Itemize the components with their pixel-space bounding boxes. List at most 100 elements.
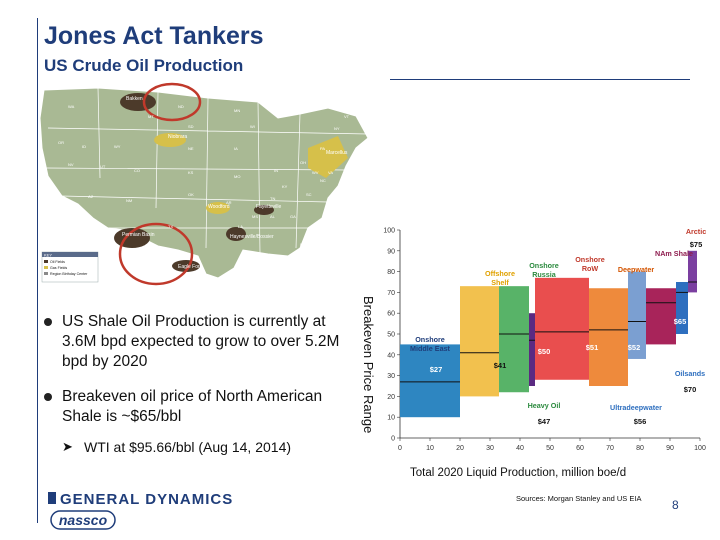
annotation-label: Heavy Oil [528,401,561,410]
breakeven-cost-curve-chart: 0 10 20 30 40 50 60 70 80 90 100 0 10 20 30 40 50 60 70 80 9… [378,220,710,465]
sub-bullet: ➤ WTI at $95.66/bbl (Aug 14, 2014) [40,438,360,456]
x-tick-label: 20 [456,445,464,452]
map-state-label: Monterey [54,206,71,211]
annotation-price: $52 [628,343,641,352]
map-state-label: OH [300,160,306,165]
eagle-ford-highlight-circle [118,222,194,286]
annotation-label: Russia [532,270,557,279]
map-field-label: Niobrara [168,134,187,140]
annotation-label: Shelf [491,278,509,287]
map-state-label: MT [148,114,154,119]
map-state-label: VT [344,114,350,119]
y-tick-label: 80 [387,269,395,276]
x-tick-label: 30 [486,445,494,452]
nassco-logo: nassco [50,510,116,530]
bullet-text: US Shale Oil Production is currently at … [62,313,340,370]
svg-text:KEY: KEY [44,252,52,257]
annotation-price: $51 [586,343,599,352]
y-tick-label: 60 [387,311,395,318]
annotation-label: NAm Shale [655,249,693,258]
map-state-label: VA [328,170,333,175]
annotation-price: $27 [430,365,443,374]
annotation-price: $56 [634,417,647,426]
annotation-label: RoW [582,264,599,273]
y-tick-label: 70 [387,290,395,297]
annotation-label: Arctic [686,227,706,236]
bar-arctic [688,250,697,293]
map-state-label: AL [270,214,276,219]
bar-ultradeepwater [628,271,646,359]
bar-oilsands [676,282,688,334]
x-tick-label: 70 [606,445,614,452]
source-note: Sources: Morgan Stanley and US EIA [516,494,642,503]
bar-nam-shale [646,288,676,345]
map-state-label: SC [306,192,312,197]
arrow-bullet-icon: ➤ [62,439,73,454]
map-state-label: KS [188,170,194,175]
us-shale-map: Bakken Niobrara Marcellus Woodford Fayettevi… [38,78,390,286]
map-field-label: Woodford [208,204,230,210]
x-tick-label: 50 [546,445,554,452]
annotation-price: $47 [538,417,551,426]
x-tick-label: 90 [666,445,674,452]
y-tick-label: 40 [387,352,395,359]
y-tick-label: 10 [387,415,395,422]
x-tick-label: 80 [636,445,644,452]
annotation-label: Oilsands [675,369,705,378]
map-state-label: WA [68,104,75,109]
annotation-price: $70 [684,385,697,394]
svg-text:Oil Fields: Oil Fields [50,260,65,264]
map-field-label: Marcellus [326,150,348,156]
y-tick-label: 20 [387,394,395,401]
chart-y-axis-label: Breakeven Price Range [361,296,376,433]
map-state-label: FL [300,242,305,247]
y-tick-label: 50 [387,332,395,339]
bullet-dot [44,318,52,326]
annotation-label: Deepwater [618,265,655,274]
map-state-label: OK [188,192,194,197]
annotation-label: Middle East [410,344,451,353]
annotation-price: $41 [494,361,507,370]
x-tick-label: 10 [426,445,434,452]
annotation-label: Onshore [575,255,605,264]
us-landmass [39,87,369,279]
bar-onshore-russia [499,286,529,393]
bar-offshore-shelf [460,286,499,397]
bullet-item: US Shale Oil Production is currently at … [40,312,360,372]
annotation-label: Offshore [485,269,515,278]
map-state-label: KY [282,184,288,189]
slide-title: Jones Act Tankers [44,22,264,50]
bar-onshore-middle-east [400,344,460,418]
map-state-label: CA [48,184,54,189]
map-state-label: AR [226,200,232,205]
page-number: 8 [672,498,679,512]
annotation-label: Ultradeepwater [610,403,662,412]
left-vertical-rule [37,18,38,523]
map-state-label: TX [168,224,173,229]
map-state-label: ID [82,144,86,149]
map-field-label: Permian Basin [122,232,155,238]
map-state-label: ND [178,104,184,109]
bullet-text: Breakeven oil price of North American Sh… [62,388,323,425]
y-tick-label: 100 [383,228,395,235]
map-state-label: WV [312,170,319,175]
map-state-label: IA [234,146,238,151]
map-state-label: UT [100,164,106,169]
x-tick-label: 60 [576,445,584,452]
state-borders [45,87,369,254]
y-tick-label: 90 [387,248,395,255]
x-tick-label: 40 [516,445,524,452]
sub-bullet-text: WTI at $95.66/bbl (Aug 14, 2014) [84,439,292,455]
map-state-label: NE [188,146,194,151]
map-state-label: WY [114,144,121,149]
bar-onshore-row [535,277,589,380]
svg-text:GENERAL DYNAMICS: GENERAL DYNAMICS [60,491,233,506]
annotation-price: $75 [690,240,703,249]
bullet-list: US Shale Oil Production is currently at … [40,312,360,456]
svg-text:Region Birthday Center: Region Birthday Center [50,272,88,276]
map-state-label: MO [234,174,240,179]
map-field-label: Bakken [126,96,143,102]
map-state-label: IN [274,168,278,173]
map-field-label: Fayetteville [256,204,282,210]
map-state-label: NV [68,162,74,167]
